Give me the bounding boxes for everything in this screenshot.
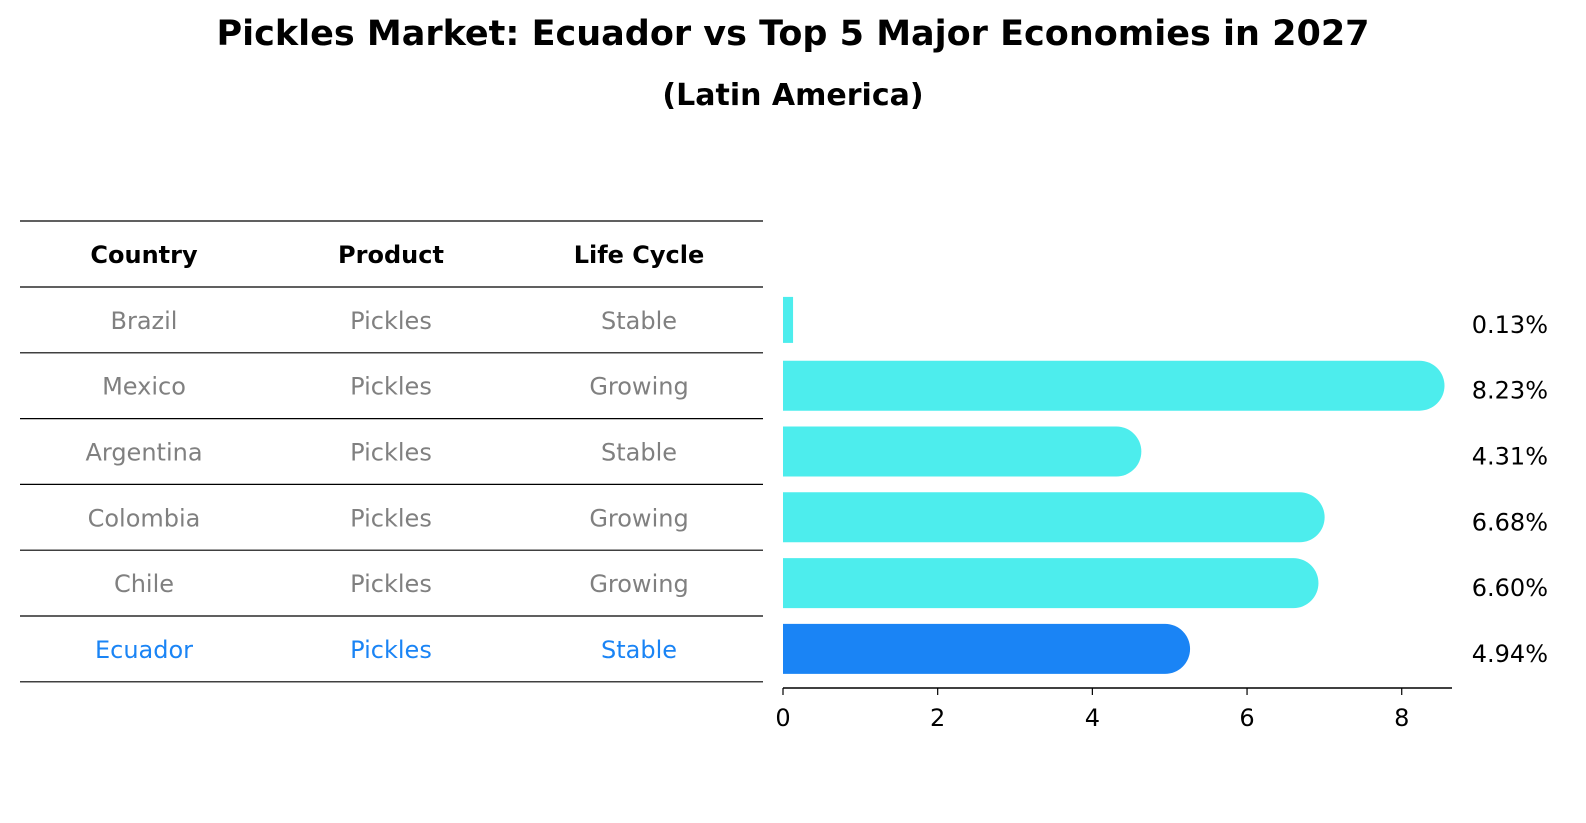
x-tick-label-2: 2 — [930, 704, 945, 732]
value-label-Colombia: 6.68% — [1472, 508, 1548, 536]
bar-Mexico — [783, 360, 1445, 411]
table-cell-r5-c2: Stable — [601, 636, 677, 664]
bar-Argentina — [783, 426, 1142, 477]
value-label-Mexico: 8.23% — [1472, 377, 1548, 405]
table-cell-r3-c0: Colombia — [88, 504, 201, 532]
value-label-Brazil: 0.13% — [1472, 311, 1548, 339]
table-cell-r4-c2: Growing — [589, 570, 688, 598]
table-cell-r3-c1: Pickles — [350, 504, 432, 532]
table-cell-r1-c2: Growing — [589, 373, 688, 401]
chart-subtitle: (Latin America) — [662, 78, 924, 113]
table-cell-r2-c0: Argentina — [85, 439, 202, 467]
table-cell-r2-c1: Pickles — [350, 439, 432, 467]
table-cell-r1-c0: Mexico — [102, 373, 186, 401]
table-cell-r0-c1: Pickles — [350, 307, 432, 335]
table-cell-r3-c2: Growing — [589, 504, 688, 532]
value-label-Argentina: 4.31% — [1472, 443, 1548, 471]
x-tick-label-0: 0 — [775, 704, 790, 732]
table-cell-r0-c0: Brazil — [111, 307, 178, 335]
bar-Ecuador — [783, 623, 1191, 674]
table-header-2: Life Cycle — [574, 241, 705, 269]
table-cell-r4-c1: Pickles — [350, 570, 432, 598]
table-header-0: Country — [90, 241, 198, 269]
table-header-1: Product — [338, 241, 444, 269]
table-cell-r1-c1: Pickles — [350, 373, 432, 401]
chart-title: Pickles Market: Ecuador vs Top 5 Major E… — [216, 14, 1370, 54]
table-cell-r4-c0: Chile — [114, 570, 174, 598]
table-cell-r5-c0: Ecuador — [95, 636, 193, 664]
value-label-Chile: 6.60% — [1472, 574, 1548, 602]
bar-Colombia — [783, 492, 1325, 543]
value-label-Ecuador: 4.94% — [1472, 640, 1548, 668]
x-tick-label-8: 8 — [1394, 704, 1409, 732]
bar-Brazil — [783, 296, 794, 343]
bar-Chile — [783, 558, 1319, 609]
table-cell-r2-c2: Stable — [601, 439, 677, 467]
table-cell-r0-c2: Stable — [601, 307, 677, 335]
x-tick-label-4: 4 — [1085, 704, 1100, 732]
table-cell-r5-c1: Pickles — [350, 636, 432, 664]
x-tick-label-6: 6 — [1239, 704, 1254, 732]
